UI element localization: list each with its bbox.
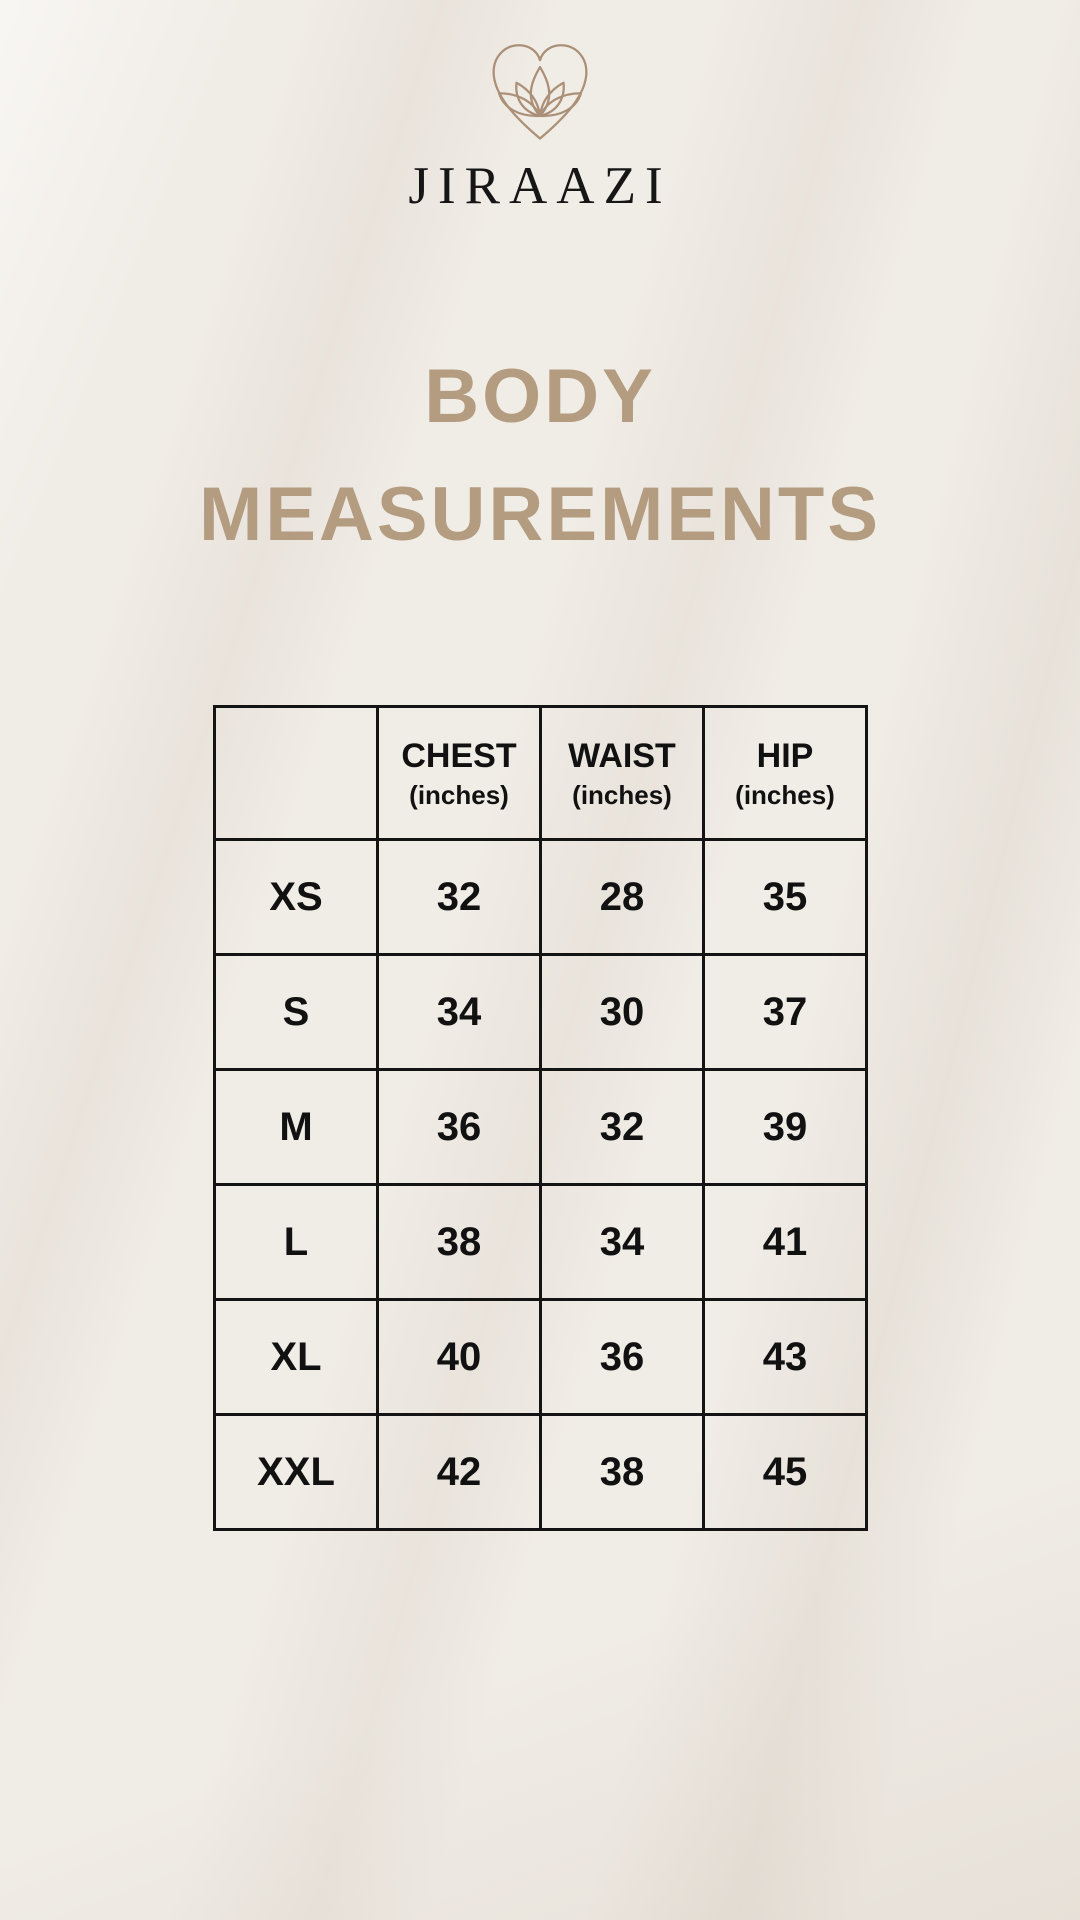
chest-value-cell: 32 bbox=[376, 838, 542, 956]
page-title: BODY MEASUREMENTS bbox=[0, 338, 1080, 574]
waist-unit-label: (inches) bbox=[572, 780, 672, 810]
size-table: CHEST (inches) WAIST (inches) HIP (inche… bbox=[213, 705, 868, 1531]
chest-value-cell: 36 bbox=[376, 1068, 542, 1186]
chest-value-cell: 38 bbox=[376, 1183, 542, 1301]
page-title-line1: BODY bbox=[424, 354, 656, 439]
chest-value-cell: 42 bbox=[376, 1413, 542, 1531]
size-label-cell: L bbox=[213, 1183, 379, 1301]
table-row: M 36 32 39 bbox=[213, 1068, 868, 1186]
table-row: XXL 42 38 45 bbox=[213, 1413, 868, 1531]
table-row: XL 40 36 43 bbox=[213, 1298, 868, 1416]
hip-value-cell: 35 bbox=[702, 838, 868, 956]
chest-header-label: CHEST bbox=[401, 737, 517, 775]
waist-value-cell: 30 bbox=[539, 953, 705, 1071]
size-label-cell: XXL bbox=[213, 1413, 379, 1531]
hip-value-cell: 45 bbox=[702, 1413, 868, 1531]
hip-value-cell: 39 bbox=[702, 1068, 868, 1186]
waist-header-label: WAIST bbox=[568, 737, 676, 775]
size-label-cell: M bbox=[213, 1068, 379, 1186]
chest-value-cell: 34 bbox=[376, 953, 542, 1071]
table-header-row: CHEST (inches) WAIST (inches) HIP (inche… bbox=[213, 705, 868, 841]
waist-value-cell: 32 bbox=[539, 1068, 705, 1186]
brand-header: JIRAAZI bbox=[0, 30, 1080, 216]
size-label-cell: XL bbox=[213, 1298, 379, 1416]
lotus-heart-icon bbox=[479, 30, 601, 146]
hip-header-cell: HIP (inches) bbox=[702, 705, 868, 841]
table-row: S 34 30 37 bbox=[213, 953, 868, 1071]
chest-value-cell: 40 bbox=[376, 1298, 542, 1416]
chest-header-cell: CHEST (inches) bbox=[376, 705, 542, 841]
waist-header-cell: WAIST (inches) bbox=[539, 705, 705, 841]
table-row: L 38 34 41 bbox=[213, 1183, 868, 1301]
size-label-cell: XS bbox=[213, 838, 379, 956]
size-table-body: XS 32 28 35 S 34 30 37 M 36 32 39 L 38 34 41 XL 40 36 43 XXL… bbox=[213, 838, 868, 1531]
waist-value-cell: 28 bbox=[539, 838, 705, 956]
hip-value-cell: 37 bbox=[702, 953, 868, 1071]
waist-value-cell: 38 bbox=[539, 1413, 705, 1531]
hip-unit-label: (inches) bbox=[735, 780, 835, 810]
page-title-line2: MEASUREMENTS bbox=[198, 472, 882, 557]
hip-header-label: HIP bbox=[756, 737, 814, 775]
size-label-cell: S bbox=[213, 953, 379, 1071]
chest-unit-label: (inches) bbox=[409, 780, 509, 810]
hip-value-cell: 43 bbox=[702, 1298, 868, 1416]
hip-value-cell: 41 bbox=[702, 1183, 868, 1301]
waist-value-cell: 36 bbox=[539, 1298, 705, 1416]
empty-header-cell bbox=[213, 705, 379, 841]
table-row: XS 32 28 35 bbox=[213, 838, 868, 956]
waist-value-cell: 34 bbox=[539, 1183, 705, 1301]
brand-name: JIRAAZI bbox=[408, 157, 672, 215]
